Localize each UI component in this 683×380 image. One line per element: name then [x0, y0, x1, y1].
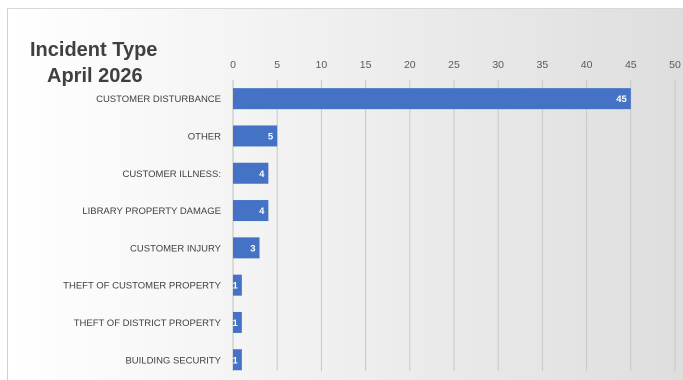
x-tick-label: 35 — [537, 59, 549, 71]
bar — [233, 200, 269, 222]
x-tick-label: 5 — [274, 59, 280, 71]
category-label: CUSTOMER INJURY — [130, 243, 222, 254]
x-tick-label: 10 — [316, 59, 328, 71]
data-label: 4 — [259, 206, 265, 217]
category-label: THEFT OF DISTRICT PROPERTY — [74, 318, 222, 329]
x-tick-label: 40 — [581, 59, 593, 71]
category-label: CUSTOMER ILLNESS: — [122, 169, 221, 180]
data-label: 5 — [268, 131, 274, 142]
chart-title-line-1: Incident Type — [30, 39, 158, 61]
x-tick-label: 30 — [492, 59, 504, 71]
bar — [233, 349, 242, 371]
category-label: THEFT OF CUSTOMER PROPERTY — [63, 281, 221, 292]
chart-frame: Incident Type April 2026 — [7, 8, 683, 380]
bar — [233, 88, 631, 110]
x-tick-label: 50 — [669, 59, 681, 71]
bar — [233, 237, 260, 259]
bar — [233, 274, 242, 296]
chart-title-line-2: April 2026 — [47, 65, 143, 87]
x-tick-label: 0 — [230, 59, 236, 71]
data-label: 4 — [259, 169, 265, 180]
x-tick-label: 20 — [404, 59, 416, 71]
data-label: 3 — [250, 243, 255, 254]
category-label: LIBRARY PROPERTY DAMAGE — [82, 206, 221, 217]
chart-title: Incident Type April 2026 — [30, 37, 157, 89]
x-tick-label: 25 — [448, 59, 460, 71]
x-tick-label: 45 — [625, 59, 637, 71]
category-label: OTHER — [188, 131, 221, 142]
data-label: 1 — [233, 281, 239, 292]
data-label: 1 — [233, 318, 239, 329]
data-label: 45 — [616, 94, 627, 105]
category-label: CUSTOMER DISTURBANCE — [96, 94, 221, 105]
x-tick-label: 15 — [360, 59, 372, 71]
bar — [233, 125, 278, 147]
data-label: 1 — [233, 355, 239, 366]
category-label: BUILDING SECURITY — [125, 355, 221, 366]
bar — [233, 311, 242, 333]
bar — [233, 162, 269, 184]
